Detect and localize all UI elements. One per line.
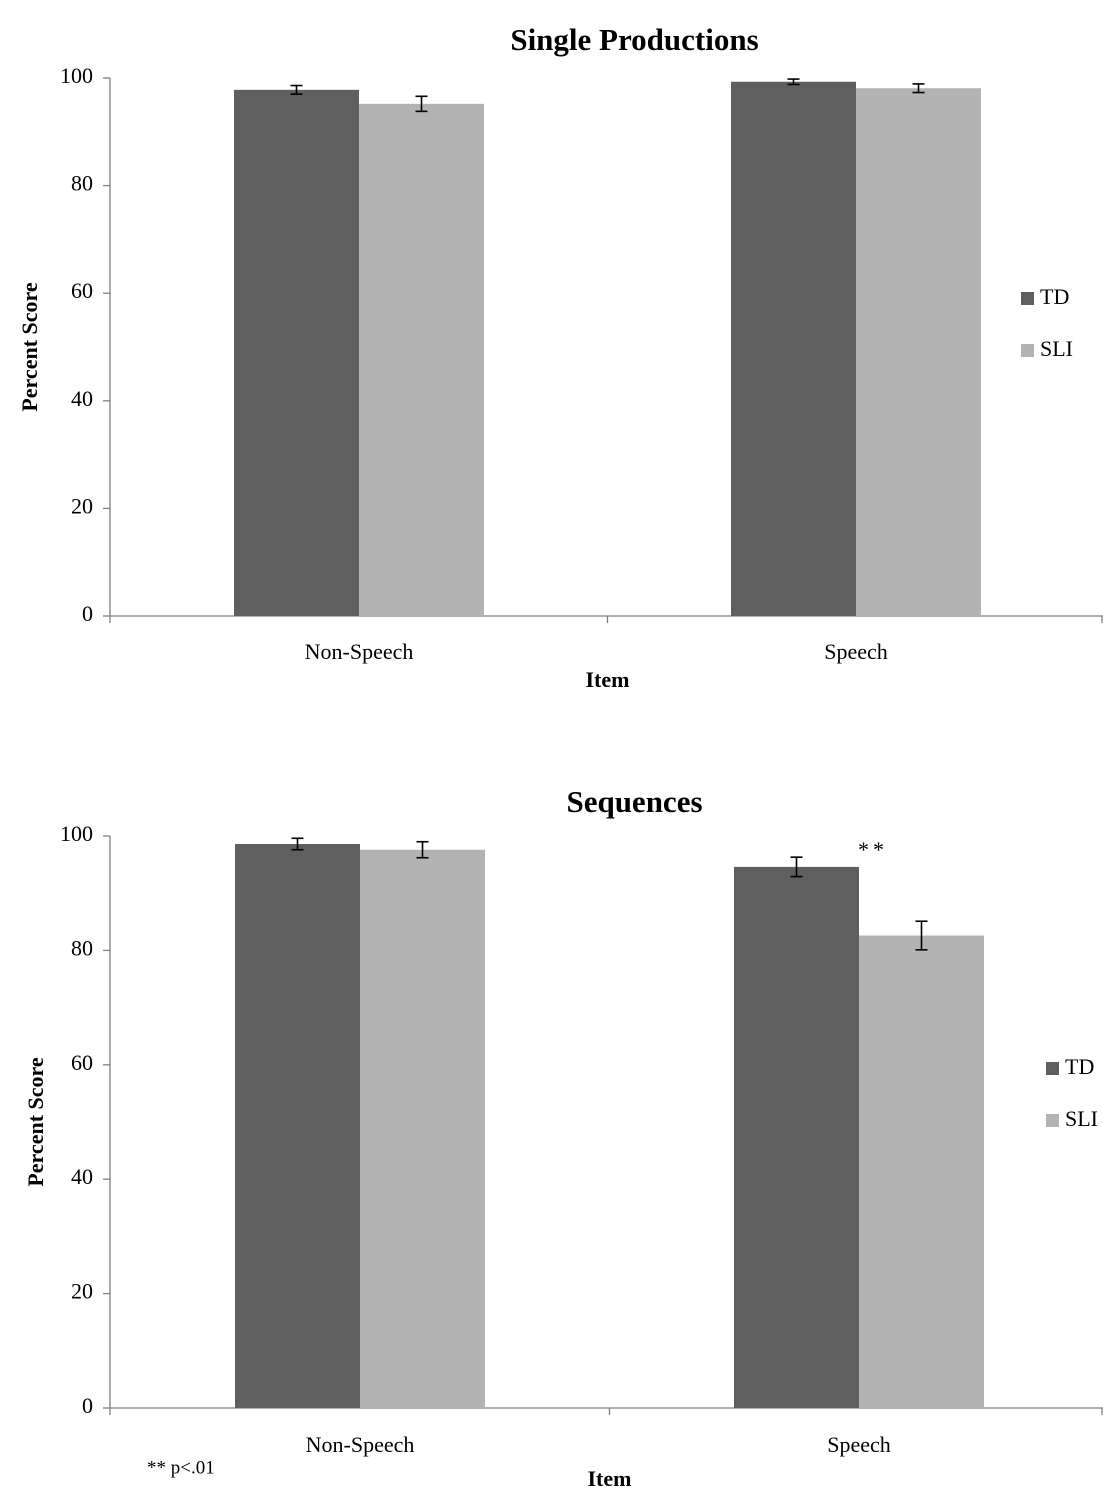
bar-sli-speech	[856, 88, 981, 616]
y-tick-label: 60	[71, 278, 93, 303]
significance-marker: **	[858, 837, 888, 862]
legend-label-sli: SLI	[1040, 336, 1073, 361]
x-category-label: Non-Speech	[306, 1432, 415, 1457]
y-tick-label: 20	[71, 1279, 93, 1304]
y-tick-label: 100	[60, 63, 93, 88]
y-tick-label: 80	[71, 935, 93, 960]
y-axis-label: Percent Score	[17, 282, 42, 412]
bar-sli-non-speech	[360, 850, 485, 1408]
legend-swatch-td	[1021, 292, 1034, 305]
chart-title: Single Productions	[510, 22, 758, 57]
y-tick-label: 20	[71, 493, 93, 518]
x-category-label: Speech	[827, 1432, 891, 1457]
y-tick-label: 60	[71, 1050, 93, 1075]
bar-td-non-speech	[234, 90, 359, 616]
x-axis-label: Item	[588, 1466, 632, 1488]
legend-swatch-td	[1046, 1062, 1059, 1075]
bar-sli-speech	[859, 936, 984, 1408]
chart-single-productions: Single Productions 0 20 40 60 80 100 Non-Speech…	[17, 22, 1103, 692]
y-tick-label: 0	[82, 1393, 93, 1418]
x-category-label: Non-Speech	[305, 639, 414, 664]
bar-sli-non-speech	[359, 104, 484, 616]
y-tick-label: 40	[71, 1164, 93, 1189]
legend-label-td: TD	[1065, 1054, 1094, 1079]
y-tick-label: 100	[60, 821, 93, 846]
x-category-label: Speech	[824, 639, 888, 664]
legend-swatch-sli	[1021, 344, 1034, 357]
chart-sequences: Sequences 0 20 40 60 80 100 Non-Speech Speech Ite…	[23, 784, 1103, 1488]
legend-label-sli: SLI	[1065, 1106, 1098, 1131]
y-tick-label: 80	[71, 171, 93, 196]
legend-swatch-sli	[1046, 1114, 1059, 1127]
x-axis-label: Item	[586, 667, 630, 692]
y-tick-label: 0	[82, 601, 93, 626]
legend-label-td: TD	[1040, 284, 1069, 309]
bar-td-speech	[734, 867, 859, 1408]
y-axis-label: Percent Score	[23, 1057, 48, 1187]
bar-td-non-speech	[235, 844, 360, 1408]
bar-td-speech	[731, 82, 856, 616]
chart-title: Sequences	[566, 784, 702, 819]
y-tick-label: 40	[71, 386, 93, 411]
footnote: ** p<.01	[147, 1457, 215, 1478]
